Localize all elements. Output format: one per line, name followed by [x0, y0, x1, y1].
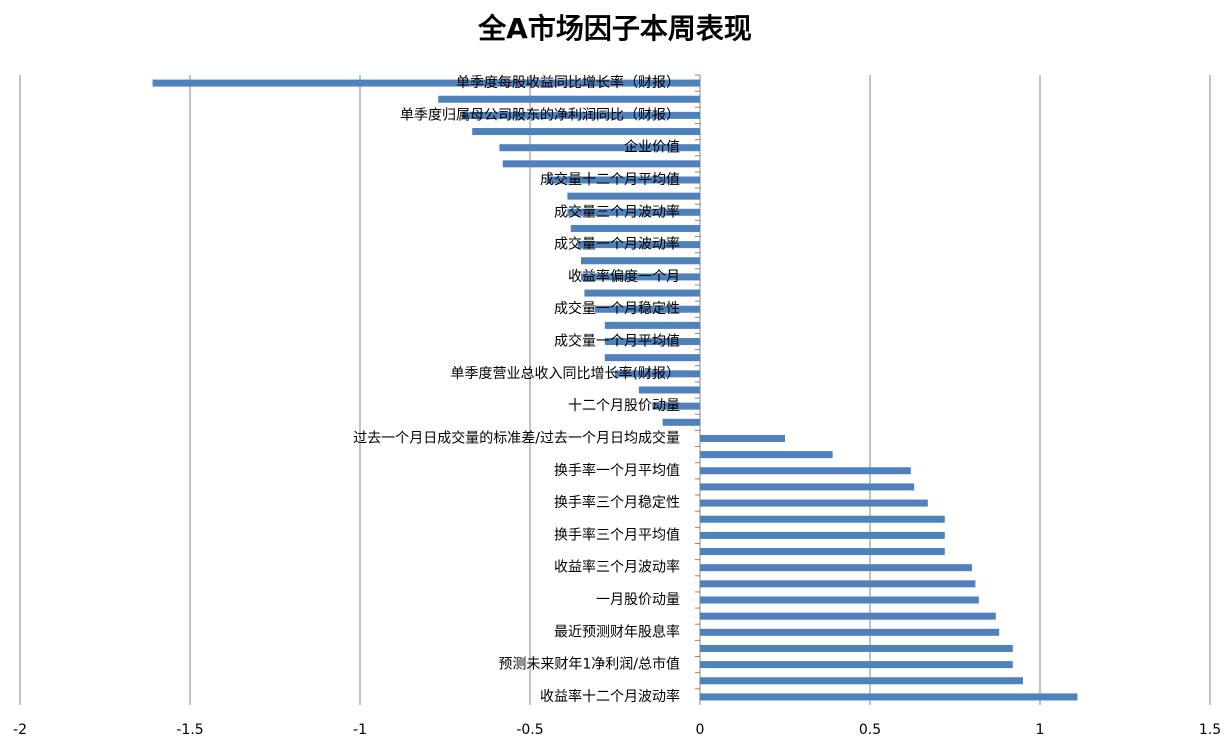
- x-tick-label: -1.5: [176, 722, 203, 738]
- bar: [700, 596, 979, 604]
- bar: [700, 612, 996, 620]
- bar: [567, 208, 700, 216]
- bar: [581, 257, 700, 265]
- bar: [700, 564, 972, 572]
- bar: [604, 338, 700, 346]
- y-tick-label: 成交量三个月波动率: [554, 203, 680, 220]
- x-tick-label: 0.5: [859, 722, 881, 738]
- y-tick-label: 单季度归属母公司股东的净利润同比（财报）: [400, 106, 680, 123]
- x-tick-label: 1: [1036, 722, 1045, 738]
- bar: [570, 224, 700, 232]
- bar: [438, 95, 700, 103]
- y-tick-label: 成交量一个月稳定性: [554, 300, 680, 317]
- bar: [700, 451, 833, 459]
- bar: [700, 677, 1023, 685]
- bar: [462, 111, 700, 119]
- bar: [577, 241, 700, 249]
- y-tick-label: 最近预测财年股息率: [554, 623, 680, 640]
- bar: [502, 160, 700, 168]
- bar: [700, 580, 976, 588]
- bar: [499, 144, 700, 152]
- y-tick-label: 单季度营业总收入同比增长率(财报）: [451, 365, 680, 382]
- x-tick-label: 1.5: [1199, 722, 1221, 738]
- bar: [700, 628, 1000, 636]
- bar: [700, 467, 911, 475]
- y-tick-label: 预测未来财年1净利润/总市值: [498, 656, 680, 673]
- bar: [604, 321, 700, 329]
- x-tick-label: 0: [696, 722, 705, 738]
- y-tick-label: 换手率一个月平均值: [554, 462, 680, 479]
- y-tick-label: 一月股价动量: [596, 592, 680, 608]
- bar: [152, 79, 701, 87]
- bar: [652, 402, 700, 410]
- bar: [581, 273, 700, 281]
- bar: [584, 289, 700, 297]
- bar: [700, 548, 945, 556]
- y-tick-label: 过去一个月日成交量的标准差/过去一个月日均成交量: [353, 429, 680, 446]
- y-tick-label: 换手率三个月稳定性: [554, 494, 680, 511]
- y-tick-label: 成交量十二个月平均值: [540, 171, 680, 188]
- y-tick-label: 收益率十二个月波动率: [540, 688, 680, 705]
- bar: [700, 499, 928, 507]
- y-tick-label: 成交量一个月波动率: [554, 236, 680, 253]
- bar: [700, 515, 945, 523]
- bar: [594, 305, 700, 313]
- bar: [700, 644, 1013, 652]
- y-tick-label: 成交量一个月平均值: [554, 333, 680, 350]
- bar: [547, 176, 700, 184]
- x-tick-label: -1: [353, 722, 367, 738]
- bar: [472, 128, 700, 136]
- bar: [700, 483, 915, 491]
- bar: [662, 418, 700, 426]
- bar: [567, 192, 700, 200]
- bar: [700, 693, 1078, 701]
- bar: [604, 354, 700, 362]
- bar: [638, 386, 700, 394]
- y-tick-label: 收益率三个月波动率: [554, 559, 680, 576]
- y-tick-label: 单季度每股收益同比增长率（财报）: [456, 74, 680, 91]
- x-tick-label: -2: [13, 722, 27, 738]
- y-tick-label: 收益率偏度一个月: [568, 268, 680, 285]
- y-tick-label: 换手率三个月平均值: [554, 526, 680, 543]
- y-tick-label: 企业价值: [624, 139, 680, 156]
- bar: [615, 370, 700, 378]
- x-tick-label: -0.5: [516, 722, 543, 738]
- chart-title: 全A市场因子本周表现: [477, 12, 752, 45]
- y-tick-label: 十二个月股价动量: [568, 398, 680, 414]
- bar: [700, 661, 1013, 669]
- bar: [700, 531, 945, 539]
- bar: [700, 434, 785, 442]
